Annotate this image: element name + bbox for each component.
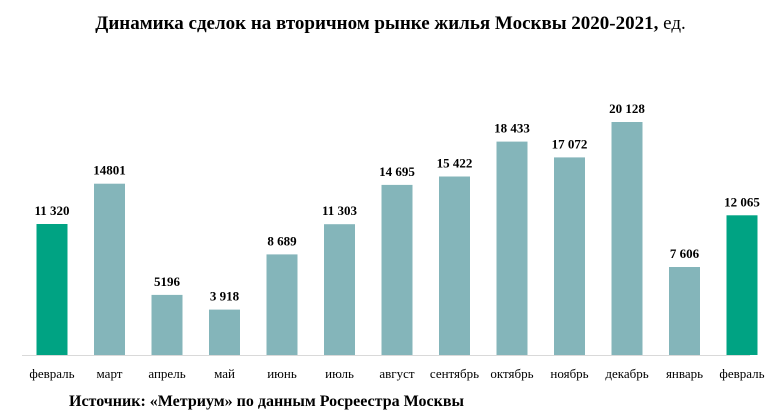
bar-value-label-5: 11 303 [322,203,358,218]
bar-value-label-7: 15 422 [437,156,473,171]
chart-title-unit: ед. [663,13,686,34]
category-label-12: февраль [719,366,764,381]
bar-value-label-3: 3 918 [210,289,240,304]
bar-6 [381,184,413,355]
category-label-8: октябрь [490,366,533,381]
category-label-5: июль [325,366,354,381]
bar-0 [36,224,68,355]
bar-1 [94,183,125,355]
bar-9 [554,157,585,355]
bar-value-label-0: 11 320 [34,203,69,218]
bar-value-label-11: 7 606 [670,246,700,261]
bar-value-label-12: 12 065 [724,194,760,209]
category-label-4: июнь [267,366,297,381]
category-label-3: май [214,366,235,381]
bar-value-label-4: 8 689 [267,233,297,248]
category-label-10: декабрь [605,366,648,381]
source-note: Источник: «Метриум» по данным Росреестра… [69,393,464,410]
bar-value-label-2: 5196 [154,274,181,289]
category-label-2: апрель [148,366,185,381]
bar-8 [496,141,528,355]
category-label-11: январь [666,366,703,381]
category-label-9: ноябрь [550,366,588,381]
chart-title: Динамика сделок на вторичном рынке жилья… [0,13,781,35]
category-label-6: август [379,366,415,381]
bar-4 [266,254,298,355]
category-label-1: март [97,366,123,381]
bar-12 [726,215,758,355]
bar-2 [151,294,183,355]
bar-value-label-8: 18 433 [494,121,530,136]
bar-value-label-6: 14 695 [379,164,415,179]
bar-value-label-9: 17 072 [552,136,588,151]
category-label-7: сентябрь [430,366,479,381]
bar-3 [209,309,240,355]
bar-value-label-10: 20 128 [609,101,645,116]
bar-5 [324,224,355,355]
bar-value-label-1: 14801 [93,163,126,178]
category-label-0: февраль [29,366,74,381]
bar-11 [669,267,700,355]
chart-title-main: Динамика сделок на вторичном рынке жилья… [95,13,664,34]
bar-10 [611,122,643,355]
bar-7 [439,176,470,355]
